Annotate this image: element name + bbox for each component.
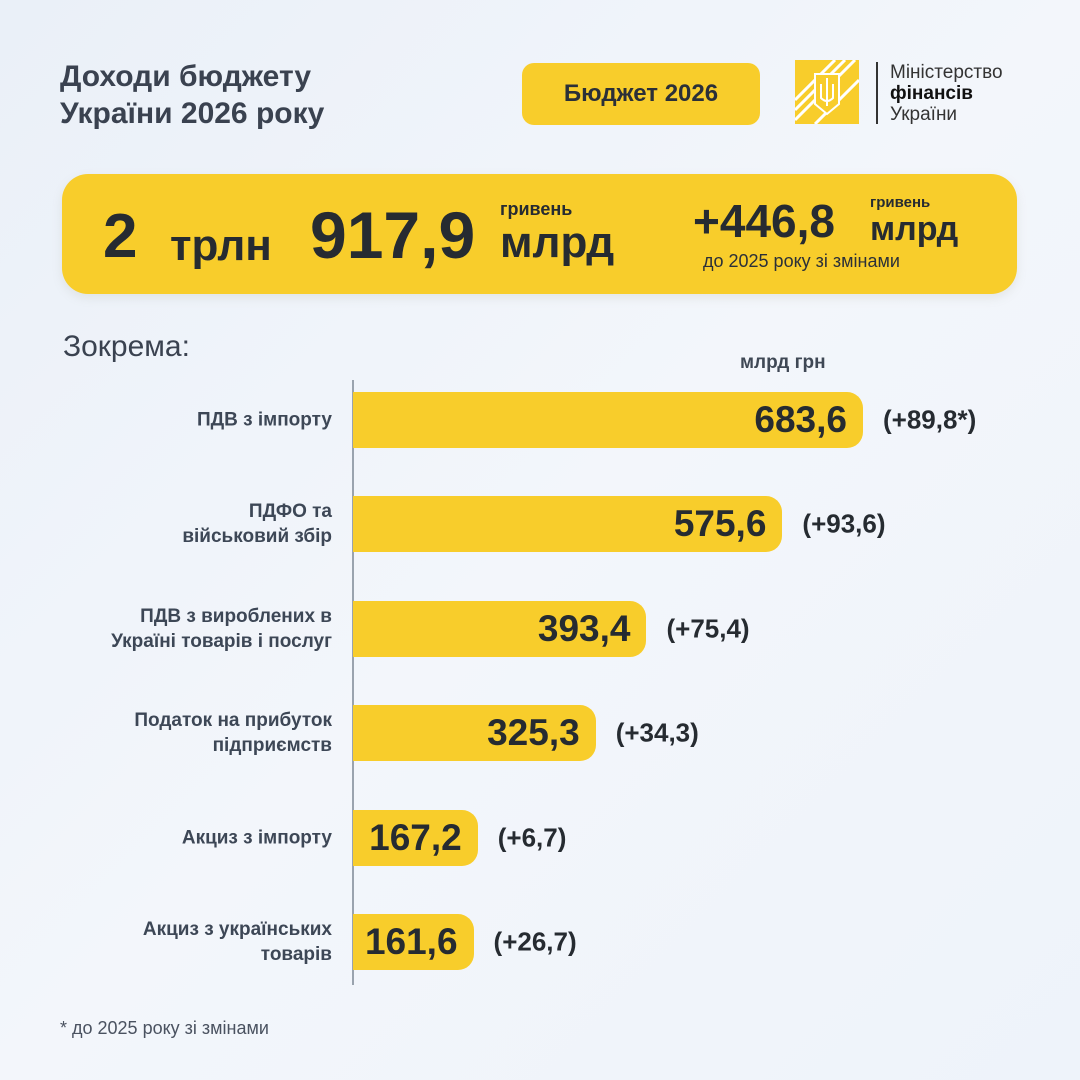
- category-label-line: Акциз з імпорту: [181, 827, 332, 849]
- trillion-label: трлн: [170, 221, 272, 270]
- bar: 161,6: [353, 914, 474, 970]
- bar: 575,6: [353, 496, 783, 553]
- category-label: ПДВ з імпорту: [12, 408, 332, 433]
- bar-value-label: 575,6: [673, 503, 767, 545]
- billion-label: млрд: [500, 218, 615, 267]
- category-label: Акциз з імпорту: [12, 825, 332, 850]
- section-label: Зокрема:: [63, 330, 190, 363]
- logo-line: фінансів: [890, 83, 973, 104]
- title-line: Доходи бюджету: [60, 60, 312, 93]
- change-label: (+89,8*): [883, 404, 977, 435]
- footnote: * до 2025 року зі змінами: [60, 1018, 269, 1038]
- total-change: +446,8: [693, 195, 835, 247]
- bar-value-label: 683,6: [754, 399, 847, 440]
- category-label-line: підприємств: [212, 735, 332, 757]
- bar: 683,6: [353, 392, 863, 448]
- category-label: ПДФО та військовий збір: [12, 499, 332, 549]
- category-label-line: Україні товарів і послуг: [111, 630, 332, 652]
- logo-line: Міністерство: [890, 62, 1003, 83]
- chart-axis: [352, 380, 354, 985]
- change-label: (+26,7): [493, 926, 577, 957]
- category-label-line: ПДФО та: [248, 501, 332, 523]
- budget-badge: Бюджет 2026: [522, 63, 760, 125]
- bar-value-label: 325,3: [487, 712, 580, 754]
- category-label-line: Акциз з українських: [142, 919, 332, 940]
- category-label-line: військовий збір: [182, 526, 332, 548]
- change-label: (+75,4): [666, 613, 750, 644]
- total-banner: [62, 174, 1017, 294]
- change-currency: гривень: [870, 194, 931, 211]
- total-billions: 917,9: [310, 198, 476, 272]
- change-label: (+93,6): [802, 508, 886, 539]
- ministry-logo-icon: [795, 60, 859, 124]
- change-billion-label: млрд: [870, 210, 959, 248]
- change-label: (+34,3): [615, 717, 699, 748]
- category-label: Акциз з українських товарів: [12, 917, 332, 967]
- page-title: Доходи бюджету України 2026 року: [60, 58, 324, 132]
- logo-divider: [876, 62, 878, 124]
- bar: 167,2: [353, 809, 478, 866]
- bar-value-label: 161,6: [364, 921, 458, 962]
- unit-label: млрд грн: [740, 352, 826, 373]
- category-label: ПДВ з вироблених в Україні товарів і посл…: [12, 604, 332, 654]
- total-trillions: 2: [103, 202, 138, 271]
- bar: 393,4: [353, 600, 647, 657]
- change-note: до 2025 року зі змінами: [703, 251, 900, 271]
- change-label: (+6,7): [497, 822, 567, 853]
- category-label-line: товарів: [260, 944, 332, 965]
- ministry-name: Міністерство фінансів України: [890, 62, 1003, 125]
- category-label: Податок на прибуток підприємств: [12, 708, 332, 758]
- bar-value-label: 393,4: [537, 607, 631, 649]
- category-label-line: ПДВ з імпорту: [196, 409, 332, 431]
- title-line: України 2026 року: [60, 97, 325, 130]
- category-label-line: ПДВ з вироблених в: [140, 605, 332, 627]
- currency-label: гривень: [500, 199, 573, 219]
- bar-value-label: 167,2: [369, 816, 462, 858]
- bar: 325,3: [353, 705, 596, 762]
- logo-line: України: [890, 104, 958, 125]
- category-label-line: Податок на прибуток: [134, 710, 332, 732]
